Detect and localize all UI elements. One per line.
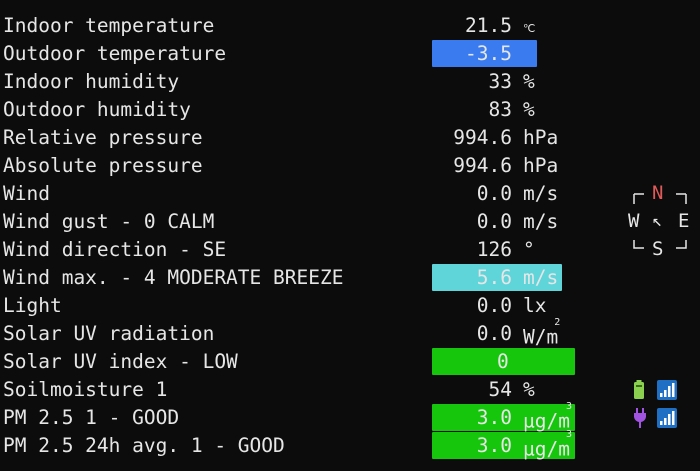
reading-unit: lx	[523, 292, 546, 320]
reading-value: 0.0	[476, 322, 512, 345]
wind-direction-arrow-icon: ↖	[652, 211, 663, 231]
reading-unit: hPa	[523, 124, 558, 152]
reading-row: Wind 0.0 m/s	[0, 180, 700, 208]
reading-unit: m/s	[523, 180, 558, 208]
unit-text: ℃	[523, 22, 536, 35]
reading-unit: %	[523, 68, 535, 96]
reading-label: Outdoor temperature	[3, 42, 227, 65]
reading-label: PM 2.5 1 - GOOD	[3, 406, 180, 429]
reading-row: Relative pressure 994.6 hPa	[0, 124, 700, 152]
reading-row: PM 2.5 24h avg. 1 - GOOD 3.0 µg/m3	[0, 429, 700, 461]
reading-label: Outdoor humidity	[3, 98, 191, 121]
reading-unit: m/s	[523, 208, 558, 236]
reading-value: 0.0	[476, 210, 512, 233]
unit-superscript: 3	[565, 401, 572, 412]
reading-row: Outdoor temperature -3.5 ℃	[0, 40, 700, 68]
unit-text: m/s	[523, 182, 559, 205]
reading-label: Light	[3, 294, 62, 317]
reading-value: 0.0	[476, 294, 512, 317]
reading-value: 54	[488, 378, 512, 401]
reading-label: Relative pressure	[3, 126, 203, 149]
reading-value: 21.5	[465, 14, 512, 37]
unit-text: W/m	[523, 325, 559, 349]
compass-north-label: N	[652, 182, 664, 204]
reading-value: 33	[488, 70, 512, 93]
reading-value: 0	[497, 350, 509, 373]
reading-value: 994.6	[453, 154, 512, 177]
reading-unit: µg/m3	[523, 401, 572, 436]
reading-unit: %	[523, 96, 535, 124]
reading-value: 994.6	[453, 126, 512, 149]
reading-unit: ℃	[523, 15, 535, 43]
reading-label: Solar UV radiation	[3, 322, 215, 345]
reading-label: Wind max. - 4 MODERATE BREEZE	[3, 266, 344, 289]
reading-unit: m/s	[523, 264, 558, 292]
unit-text: %	[523, 98, 535, 121]
reading-label: Absolute pressure	[3, 154, 203, 177]
reading-row: Wind direction - SE 126 °	[0, 236, 700, 264]
compass-frame	[633, 193, 687, 249]
reading-label: Wind gust - 0 CALM	[3, 210, 215, 233]
reading-value: -3.5	[465, 42, 512, 65]
unit-text: °	[523, 238, 535, 261]
value-highlight	[432, 40, 537, 67]
reading-row: Wind max. - 4 MODERATE BREEZE 5.6 m/s	[0, 264, 700, 292]
unit-text: m/s	[523, 266, 559, 289]
value-highlight	[432, 264, 562, 291]
reading-unit: µg/m3	[523, 429, 572, 464]
reading-value: 126	[476, 238, 512, 261]
unit-text: %	[523, 378, 535, 401]
power-plug-icon	[634, 408, 646, 428]
reading-unit: hPa	[523, 152, 558, 180]
reading-label: Indoor temperature	[3, 14, 215, 37]
reading-label: Indoor humidity	[3, 70, 180, 93]
unit-text: µg/m	[523, 409, 570, 433]
unit-text: lx	[523, 294, 547, 317]
compass-west-label: W	[628, 210, 640, 232]
reading-row: Soilmoisture 1 54%	[0, 376, 700, 404]
reading-row: PM 2.5 1 - GOOD 3.0 µg/m3	[0, 401, 700, 433]
signal-bars-icon	[657, 408, 677, 428]
reading-row: Outdoor humidity 83%	[0, 96, 700, 124]
reading-label: Solar UV index - LOW	[3, 350, 238, 373]
compass-east-label: E	[678, 210, 690, 232]
reading-value: 0.0	[476, 182, 512, 205]
reading-label: PM 2.5 24h avg. 1 - GOOD	[3, 434, 285, 457]
reading-value: 3.0	[476, 406, 512, 429]
reading-unit: W/m2	[523, 317, 561, 352]
reading-value: 5.6	[476, 266, 512, 289]
unit-text: hPa	[523, 126, 559, 149]
reading-unit: °	[523, 236, 535, 264]
value-highlight	[432, 404, 575, 431]
reading-value: 3.0	[476, 434, 512, 457]
unit-superscript: 2	[554, 317, 561, 328]
battery-icon	[634, 380, 644, 399]
reading-label: Wind	[3, 182, 50, 205]
unit-text: hPa	[523, 154, 559, 177]
value-highlight	[432, 348, 575, 375]
unit-text: µg/m	[523, 437, 570, 461]
reading-row: Indoor humidity 33%	[0, 68, 700, 96]
unit-superscript: 3	[565, 429, 572, 440]
reading-row: Wind gust - 0 CALM 0.0 m/s	[0, 208, 700, 236]
reading-row: Solar UV index - LOW 0	[0, 348, 700, 376]
reading-value: 83	[488, 98, 512, 121]
reading-row: Absolute pressure 994.6 hPa	[0, 152, 700, 180]
reading-label: Wind direction - SE	[3, 238, 227, 261]
reading-unit: ℃	[523, 43, 535, 71]
unit-text: %	[523, 70, 535, 93]
reading-row: Light 0.0 lx	[0, 292, 700, 320]
reading-row: Solar UV radiation 0.0 W/m2	[0, 317, 700, 349]
signal-bars-icon	[657, 380, 677, 400]
value-highlight	[432, 432, 575, 459]
reading-unit: %	[523, 376, 535, 404]
compass-south-label: S	[652, 238, 664, 260]
reading-label: Soilmoisture 1	[3, 378, 168, 401]
reading-row: Indoor temperature 21.5 ℃	[0, 12, 700, 40]
unit-text: m/s	[523, 210, 559, 233]
unit-text: ℃	[523, 50, 536, 63]
wind-compass: N W ↖ E S	[626, 180, 694, 264]
